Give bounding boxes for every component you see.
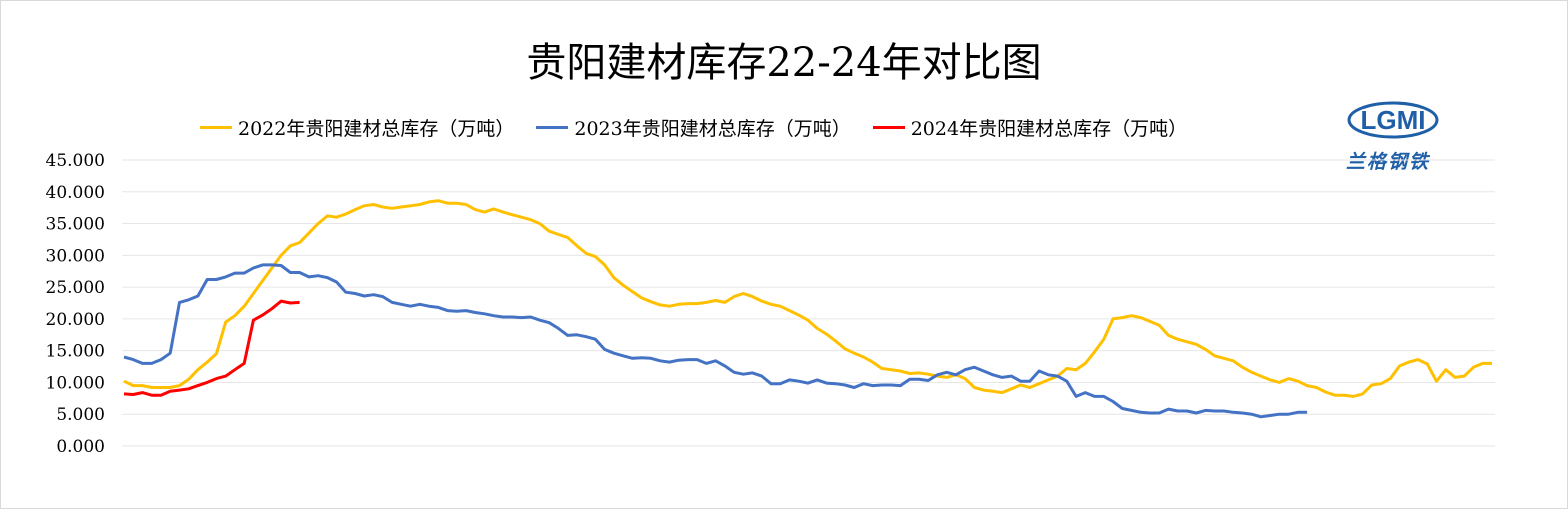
chart-legend: 2022年贵阳建材总库存（万吨） 2023年贵阳建材总库存（万吨） 2024年贵… [200, 114, 1209, 141]
legend-label-2024: 2024年贵阳建材总库存（万吨） [910, 118, 1188, 140]
series-line-2022 [123, 199, 1492, 398]
y-tick-label: 30.000 [46, 246, 105, 266]
y-tick-label: 40.000 [46, 183, 105, 203]
series-line-2024 [123, 299, 300, 397]
series-line-2023 [123, 263, 1308, 419]
lgmi-logo: LGMI [1347, 101, 1439, 139]
series-layer [123, 199, 1492, 419]
legend-item-2022: 2022年贵阳建材总库存（万吨） [200, 114, 514, 141]
legend-swatch-2022 [200, 126, 232, 129]
y-tick-label: 0.000 [56, 437, 105, 457]
grid-layer [122, 159, 1495, 447]
y-axis-ticks: 0.000 5.000 10.000 15.000 20.000 25.000 30.000… [46, 151, 105, 457]
logo-text: LGMI [1361, 105, 1426, 135]
y-tick-label: 10.000 [46, 373, 105, 393]
y-tick-label: 25.000 [46, 278, 105, 298]
legend-swatch-2023 [536, 126, 569, 129]
y-tick-label: 5.000 [56, 405, 105, 425]
legend-label-2022: 2022年贵阳建材总库存（万吨） [238, 118, 515, 140]
y-tick-label: 45.000 [46, 151, 105, 171]
y-tick-label: 15.000 [46, 342, 105, 362]
legend-item-2024: 2024年贵阳建材总库存（万吨） [872, 114, 1188, 141]
logo-name: 兰格钢铁 [1346, 151, 1431, 173]
y-tick-label: 20.000 [46, 310, 105, 330]
legend-item-2023: 2023年贵阳建材总库存（万吨） [536, 114, 851, 141]
y-tick-label: 35.000 [46, 215, 105, 235]
chart-title: 贵阳建材库存22-24年对比图 [526, 40, 1042, 86]
legend-label-2023: 2023年贵阳建材总库存（万吨） [574, 118, 851, 140]
legend-swatch-2024 [872, 126, 905, 129]
